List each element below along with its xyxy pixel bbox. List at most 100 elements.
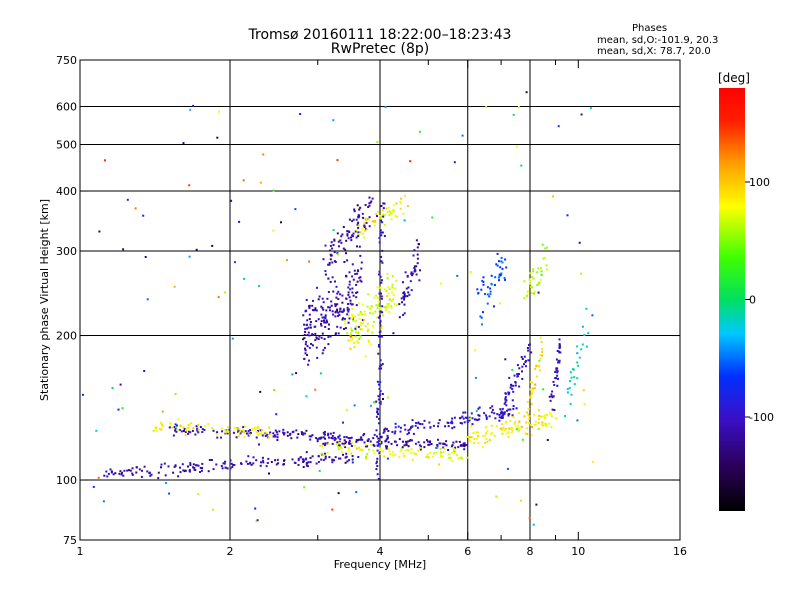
echo-point xyxy=(306,327,309,330)
echo-point xyxy=(355,330,357,333)
echo-point xyxy=(377,398,380,401)
echo-point xyxy=(453,161,456,164)
echo-point xyxy=(221,430,224,433)
echo-point xyxy=(322,316,325,319)
echo-point xyxy=(537,267,540,270)
echo-point xyxy=(534,387,536,390)
echo-point xyxy=(129,469,132,472)
echo-point xyxy=(278,430,281,433)
echo-point xyxy=(388,288,391,291)
echo-point xyxy=(416,257,419,260)
echo-point xyxy=(504,278,506,281)
echo-point xyxy=(333,459,336,462)
echo-point xyxy=(408,440,411,442)
echo-point xyxy=(324,270,327,273)
echo-point xyxy=(347,237,350,240)
echo-point xyxy=(344,327,347,330)
echo-point xyxy=(402,314,405,316)
echo-point xyxy=(347,310,350,313)
echo-point xyxy=(342,308,345,311)
echo-point xyxy=(468,419,471,422)
echo-point xyxy=(400,297,403,300)
echo-point xyxy=(472,431,475,434)
echo-point xyxy=(366,445,369,448)
echo-point xyxy=(350,452,353,455)
echo-point xyxy=(400,197,402,200)
echo-point xyxy=(500,272,503,275)
echo-point xyxy=(538,364,541,367)
echo-point xyxy=(386,305,389,308)
echo-point xyxy=(348,442,351,445)
echo-point xyxy=(526,433,529,436)
echo-point xyxy=(469,440,472,443)
echo-point xyxy=(454,446,457,449)
echo-point xyxy=(499,266,502,269)
echo-point xyxy=(404,271,407,274)
echo-point xyxy=(362,232,365,235)
echo-point xyxy=(504,429,506,432)
echo-point xyxy=(363,441,366,444)
echo-point xyxy=(521,370,523,373)
echo-point xyxy=(265,465,268,468)
echo-point xyxy=(490,432,492,435)
echo-point xyxy=(386,272,389,275)
echo-point xyxy=(368,202,371,205)
echo-point xyxy=(326,451,329,454)
echo-point xyxy=(378,367,381,370)
echo-point xyxy=(367,293,370,296)
echo-point xyxy=(381,279,383,282)
echo-point xyxy=(357,224,360,227)
echo-point xyxy=(333,251,336,253)
echo-point xyxy=(444,425,447,428)
echo-point xyxy=(438,463,441,466)
echo-point xyxy=(303,486,306,489)
echo-point xyxy=(193,466,196,469)
echo-point xyxy=(369,201,372,204)
echo-point xyxy=(356,229,359,232)
echo-point xyxy=(259,429,262,432)
echo-point xyxy=(306,345,309,348)
echo-point xyxy=(408,428,411,431)
echo-point xyxy=(386,436,389,439)
echo-point xyxy=(369,443,372,446)
echo-point xyxy=(418,130,421,133)
echo-point xyxy=(172,471,175,474)
echo-point xyxy=(215,463,218,466)
echo-point xyxy=(395,304,398,307)
echo-point xyxy=(364,204,367,206)
echo-point xyxy=(350,332,352,335)
echo-point xyxy=(331,458,334,461)
echo-point xyxy=(471,423,474,426)
echo-point xyxy=(321,306,324,309)
echo-point xyxy=(275,413,278,416)
echo-point xyxy=(363,225,366,227)
echo-point xyxy=(380,260,383,263)
echo-point xyxy=(504,392,507,395)
echo-point xyxy=(184,434,187,436)
echo-point xyxy=(474,376,477,379)
echo-point xyxy=(532,277,535,280)
echo-point xyxy=(347,339,350,342)
echo-point xyxy=(174,464,177,467)
echo-point xyxy=(359,438,362,441)
echo-point xyxy=(432,424,435,427)
echo-point xyxy=(520,425,523,428)
echo-point xyxy=(385,306,388,309)
echo-point xyxy=(231,337,234,340)
echo-point xyxy=(366,322,369,325)
echo-point xyxy=(554,377,557,379)
echo-point xyxy=(380,436,383,439)
echo-point xyxy=(352,218,355,221)
echo-point xyxy=(451,452,454,454)
echo-point xyxy=(477,435,480,438)
echo-point xyxy=(530,394,533,397)
echo-point xyxy=(394,453,397,456)
echo-point xyxy=(512,113,515,116)
echo-point xyxy=(551,408,554,411)
echo-point xyxy=(330,304,333,307)
echo-point xyxy=(576,419,579,422)
echo-point xyxy=(177,418,180,421)
echo-point xyxy=(252,456,255,459)
echo-point xyxy=(495,495,498,498)
echo-point xyxy=(404,449,407,452)
